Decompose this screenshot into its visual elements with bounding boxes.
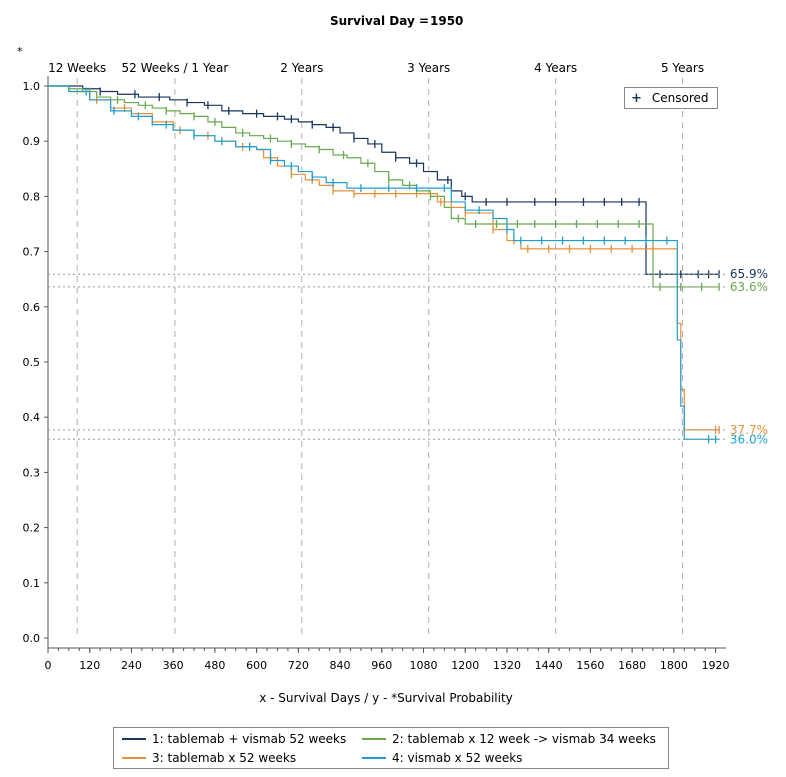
legend-swatch-s4 [362, 757, 386, 759]
series-line-s1 [48, 85, 720, 275]
x-tick-label: 1560 [576, 659, 604, 672]
legend-item-s2: 2: tablemab x 12 week -> vismab 34 weeks [362, 732, 656, 746]
series-legend: 1: tablemab + vismab 52 weeks 2: tablema… [113, 727, 669, 769]
x-tick-label: 1680 [618, 659, 646, 672]
x-tick-label: 0 [45, 659, 52, 672]
y-tick-label: 0.9 [23, 135, 41, 148]
grid-layer: 0.0 0.1 0.2 0.3 0.4 0.5 0.6 0.7 0.8 0.9 1.0 [23, 80, 48, 645]
y-tick-label: 1.0 [23, 80, 41, 93]
legend-swatch-s3 [122, 757, 146, 759]
y-tick-label: 0.5 [23, 356, 41, 369]
censored-legend: + Censored [624, 87, 718, 109]
legend-item-s4: 4: vismab x 52 weeks [362, 751, 522, 765]
series-layer [48, 85, 720, 444]
x-tick-label: 840 [330, 659, 351, 672]
x-tick-label: 480 [204, 659, 225, 672]
y-tick-label: 0.7 [23, 246, 41, 259]
x-tick-label: 1920 [702, 659, 730, 672]
legend-label-s3: 3: tablemab x 52 weeks [152, 751, 297, 765]
milestone-label: 4 Years [534, 61, 577, 75]
y-tick-label: 0.2 [23, 522, 41, 535]
survival-day-label: Survival Day = [330, 14, 429, 28]
milestone-label: 3 Years [407, 61, 450, 75]
x-tick-label: 1320 [493, 659, 521, 672]
x-axis-title: x - Survival Days / y - *Survival Probab… [259, 691, 513, 705]
y-tick-label: 0.8 [23, 190, 41, 203]
milestone-layer: 12 Weeks 52 Weeks / 1 Year 2 Years 3 Years 4… [48, 61, 704, 638]
x-tick-label: 1800 [660, 659, 688, 672]
reference-lines-layer: 65.9%63.6% 37.7%36.0% [48, 267, 768, 446]
legend-label-s1: 1: tablemab + vismab 52 weeks [152, 732, 347, 746]
x-tick-label: 360 [163, 659, 184, 672]
y-tick-label: 0.6 [23, 301, 41, 314]
milestone-label: 2 Years [280, 61, 323, 75]
series-line-s3 [48, 85, 720, 431]
reference-label: 36.0% [730, 432, 768, 446]
x-tick-label: 1200 [451, 659, 479, 672]
legend-swatch-s1 [122, 738, 146, 740]
x-tick-label: 960 [371, 659, 392, 672]
x-tick-label: 240 [121, 659, 142, 672]
milestone-label: 5 Years [661, 61, 704, 75]
reference-label: 65.9% [730, 267, 768, 281]
legend-label-s4: 4: vismab x 52 weeks [392, 751, 523, 765]
x-tick-label: 600 [246, 659, 267, 672]
y-tick-label: 0.3 [23, 466, 41, 479]
y-axis-marker: * [17, 45, 23, 58]
series-line-s4 [48, 85, 720, 440]
series-line-s2 [48, 85, 720, 288]
censored-label: Censored [651, 91, 709, 105]
reference-label: 63.6% [730, 280, 768, 294]
x-tick-label: 120 [79, 659, 100, 672]
legend-swatch-s2 [362, 738, 386, 740]
legend-item-s1: 1: tablemab + vismab 52 weeks [122, 732, 346, 746]
x-tick-label: 1080 [410, 659, 438, 672]
y-tick-label: 0.0 [23, 632, 41, 645]
reference-label: 37.7% [730, 423, 768, 437]
y-tick-label: 0.4 [23, 411, 41, 424]
x-tick-label: 720 [288, 659, 309, 672]
legend-item-s3: 3: tablemab x 52 weeks [122, 751, 296, 765]
legend-label-s2: 2: tablemab x 12 week -> vismab 34 weeks [392, 732, 656, 746]
milestone-label: 52 Weeks / 1 Year [122, 61, 229, 75]
survival-day-value: 1950 [430, 14, 463, 28]
y-tick-label: 0.1 [23, 577, 41, 590]
censored-plus-icon: + [631, 90, 642, 106]
milestone-label: 12 Weeks [48, 61, 106, 75]
x-tick-label: 1440 [535, 659, 563, 672]
axes-layer: 0 120 240 360 480 600 720 840 960 1080 1200 1320 144… [45, 76, 730, 672]
